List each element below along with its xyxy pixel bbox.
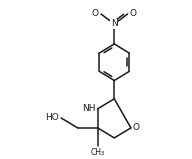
- Text: CH₃: CH₃: [91, 148, 105, 157]
- Text: N: N: [111, 19, 118, 28]
- Text: HO: HO: [45, 113, 59, 122]
- Text: O: O: [92, 10, 99, 18]
- Text: NH: NH: [82, 104, 96, 113]
- Text: O: O: [133, 123, 140, 132]
- Text: O: O: [130, 10, 137, 18]
